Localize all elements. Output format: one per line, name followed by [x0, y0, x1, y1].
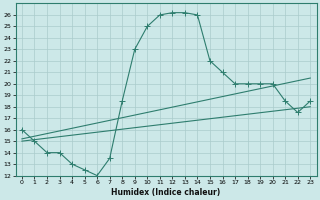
X-axis label: Humidex (Indice chaleur): Humidex (Indice chaleur) — [111, 188, 221, 197]
